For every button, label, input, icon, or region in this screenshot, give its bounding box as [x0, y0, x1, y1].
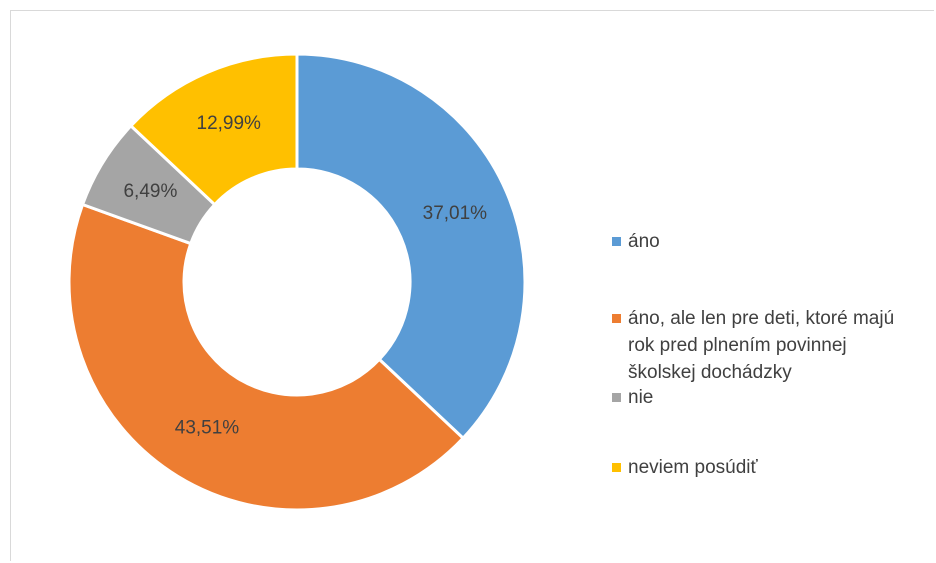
- legend-entry: áno: [612, 228, 912, 255]
- legend-swatch: [612, 463, 621, 472]
- legend-entry: nie: [612, 384, 912, 411]
- chart-frame: [10, 10, 934, 561]
- data-label: 6,49%: [123, 181, 177, 202]
- donut-segment: [67, 202, 466, 512]
- donut-segment: [295, 52, 527, 441]
- legend-swatch: [612, 393, 621, 402]
- data-label: 43,51%: [175, 418, 240, 439]
- donut-segment: [128, 52, 299, 207]
- legend-entry: áno, ale len pre deti, ktoré majú rok pr…: [612, 305, 912, 386]
- legend-swatch: [612, 237, 621, 246]
- legend-label: nie: [628, 387, 654, 408]
- data-label: 37,01%: [423, 203, 488, 224]
- legend-entry: neviem posúdiť: [612, 454, 912, 481]
- legend-label: neviem posúdiť: [628, 457, 758, 478]
- legend-swatch: [612, 314, 621, 323]
- legend-label: áno: [628, 231, 660, 252]
- data-label: 12,99%: [197, 113, 262, 134]
- legend-label: áno, ale len pre deti, ktoré majú rok pr…: [628, 308, 895, 383]
